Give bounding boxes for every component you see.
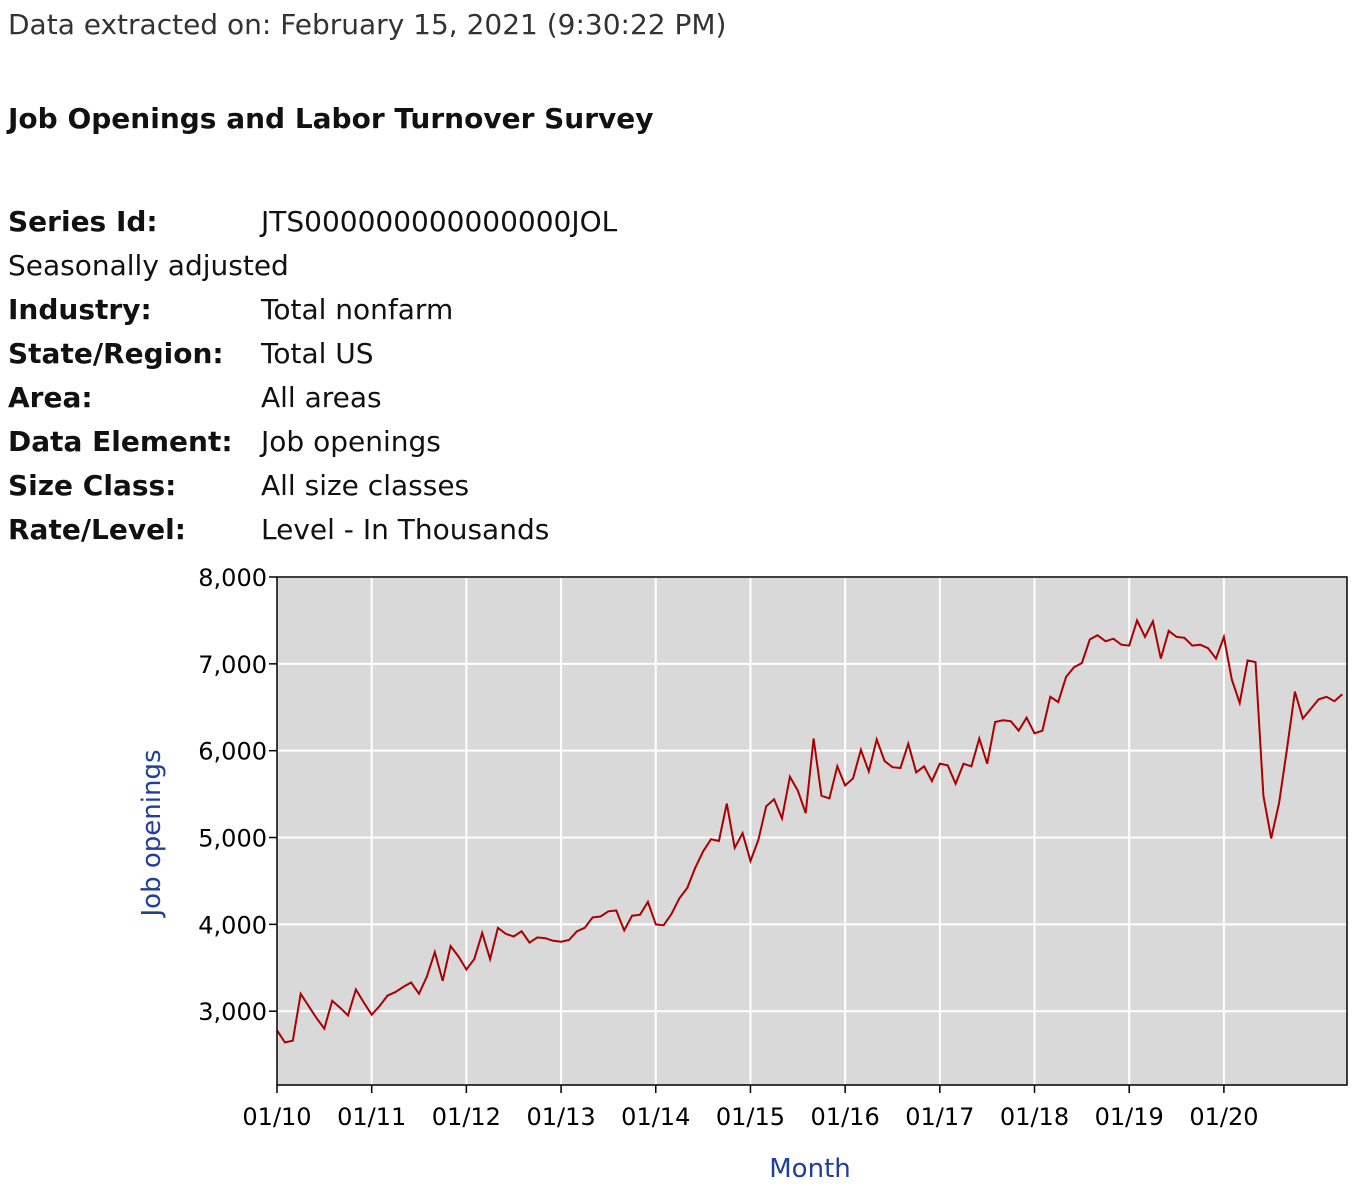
- data-extracted-note: Data extracted on: February 15, 2021 (9:…: [8, 8, 727, 41]
- x-tick-label: 01/15: [716, 1103, 785, 1131]
- y-axis: 3,000 4,000 5,000 6,000 7,000 8,000: [198, 564, 277, 1026]
- size-class-label: Size Class:: [8, 469, 177, 502]
- y-tick-label: 8,000: [198, 564, 267, 592]
- y-tick-label: 3,000: [198, 998, 267, 1026]
- y-tick-label: 7,000: [198, 651, 267, 679]
- x-tick-label: 01/14: [621, 1103, 690, 1131]
- rate-level-label: Rate/Level:: [8, 513, 186, 546]
- y-tick-label: 6,000: [198, 738, 267, 766]
- region-label: State/Region:: [8, 337, 224, 370]
- x-tick-label: 01/20: [1189, 1103, 1258, 1131]
- y-axis-title: Job openings: [137, 750, 167, 919]
- series-id-label: Series Id:: [8, 205, 158, 238]
- x-tick-label: 01/11: [337, 1103, 406, 1131]
- survey-title: Job Openings and Labor Turnover Survey: [8, 102, 654, 135]
- data-element-label: Data Element:: [8, 425, 233, 458]
- y-tick-label: 5,000: [198, 825, 267, 853]
- area-label: Area:: [8, 381, 93, 414]
- x-axis-title: Month: [769, 1154, 851, 1184]
- y-tick-label: 4,000: [198, 911, 267, 939]
- x-tick-label: 01/16: [811, 1103, 880, 1131]
- plot-background: [277, 577, 1347, 1085]
- job-openings-line: [276, 617, 1343, 1044]
- series-id-value: JTS000000000000000JOL: [261, 205, 618, 238]
- x-tick-label: 01/17: [905, 1103, 974, 1131]
- plot-border: [276, 576, 1348, 1086]
- adjustment-text: Seasonally adjusted: [8, 249, 289, 282]
- industry-label: Industry:: [8, 293, 152, 326]
- x-tick-label: 01/18: [1000, 1103, 1069, 1131]
- size-class-value: All size classes: [261, 469, 470, 502]
- x-tick-label: 01/19: [1095, 1103, 1164, 1131]
- x-tick-label: 01/12: [432, 1103, 501, 1131]
- x-tick-label: 01/10: [242, 1103, 311, 1131]
- data-element-value: Job openings: [261, 425, 441, 458]
- area-value: All areas: [261, 381, 382, 414]
- x-tick-label: 01/13: [526, 1103, 595, 1131]
- industry-value: Total nonfarm: [261, 293, 454, 326]
- x-axis: 01/10 01/11 01/12 01/13 01/14 01/15 01/16 01/17…: [242, 1085, 1258, 1131]
- region-value: Total US: [261, 337, 374, 370]
- rate-level-value: Level - In Thousands: [261, 513, 550, 546]
